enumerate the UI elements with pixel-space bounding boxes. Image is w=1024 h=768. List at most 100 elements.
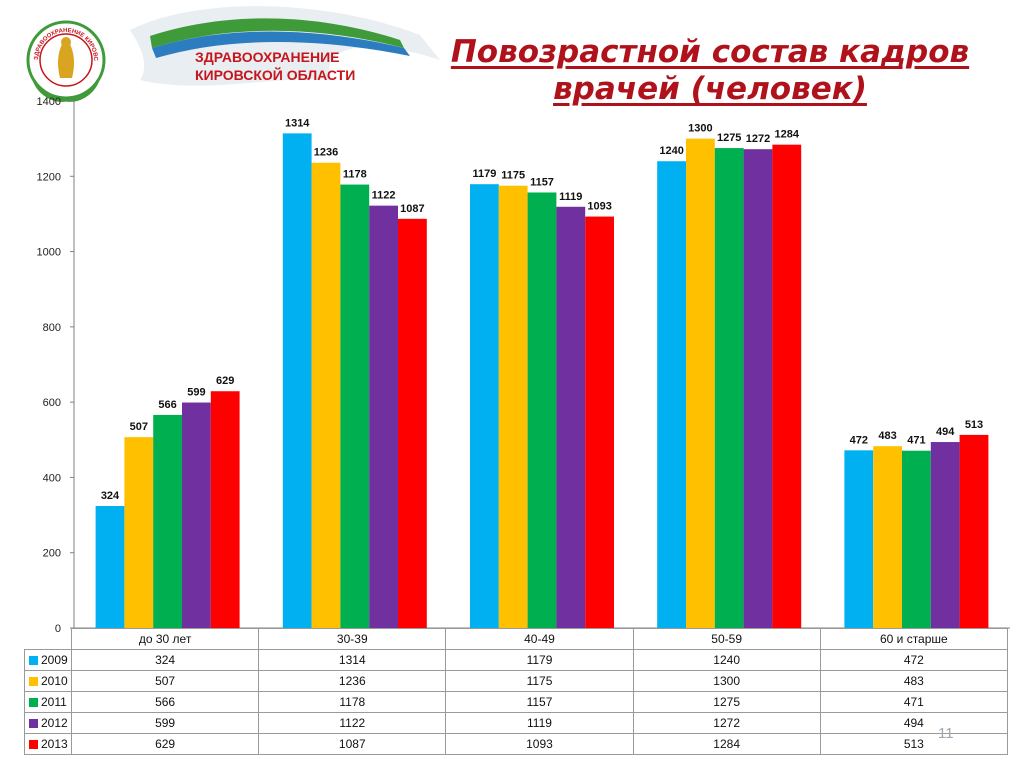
table-cell: 1157	[445, 691, 634, 713]
data-label: 1314	[285, 117, 310, 129]
emblem-figure	[58, 38, 74, 78]
data-label: 324	[101, 490, 120, 502]
table-cell: 1314	[258, 649, 447, 671]
y-tick-label: 800	[43, 322, 61, 334]
table-cell: 483	[819, 670, 1008, 692]
table-cell: 324	[70, 649, 260, 671]
legend-label: 2009	[41, 653, 68, 667]
bar	[772, 144, 802, 628]
emblem-laurel	[32, 79, 100, 102]
slide-title: Повозрастной состав кадров врачей (челов…	[430, 34, 990, 108]
data-label: 629	[216, 375, 234, 387]
data-label: 1178	[343, 169, 367, 181]
y-tick-label: 200	[43, 548, 61, 560]
bar	[686, 138, 715, 628]
slide-number: 11	[938, 725, 954, 742]
table-header-row: до 30 лет 30-39 40-49 50-59 60 и старше	[24, 628, 1008, 650]
category-label: 60 и старше	[819, 628, 1008, 650]
legend-label: 2010	[41, 674, 68, 688]
y-tick-label: 600	[43, 397, 61, 409]
ribbon-blue	[152, 31, 410, 58]
legend-swatch	[29, 719, 38, 728]
bar	[311, 162, 341, 628]
data-label: 1179	[472, 168, 496, 180]
table-cell: 629	[70, 733, 260, 755]
bar	[369, 205, 398, 628]
legend-label: 2011	[41, 695, 67, 709]
data-label: 507	[130, 421, 148, 433]
table-cell: 1175	[445, 670, 634, 692]
category-label: 50-59	[632, 628, 821, 650]
data-label: 1093	[587, 201, 611, 213]
legend-swatch	[29, 740, 38, 749]
data-label: 483	[878, 430, 896, 442]
data-label: 1175	[501, 170, 525, 182]
table-cell: 1275	[632, 691, 821, 713]
table-row: 2010 507 1236 1175 1300 483	[24, 670, 1008, 692]
legend-entry: 2009	[24, 649, 72, 671]
legend-entry: 2010	[24, 670, 72, 692]
data-label: 1119	[559, 191, 582, 203]
table-cell: 507	[70, 670, 260, 692]
data-label: 599	[187, 387, 205, 399]
bar	[959, 434, 989, 628]
table-cell: 1179	[445, 649, 634, 671]
logo: ЗДРАВООХРАНЕНИЕ КИРОВСКОЙ ОБЛАСТИ ЗДРАВО…	[0, 0, 440, 102]
bar	[498, 185, 528, 629]
bar	[153, 414, 182, 628]
table-cell: 1272	[632, 712, 821, 734]
table-cell: 1122	[258, 712, 447, 734]
category-label: до 30 лет	[70, 628, 260, 650]
table-cell: 1284	[632, 733, 821, 755]
y-tick-label: 1200	[37, 171, 61, 183]
table-row: 2011 566 1178 1157 1275 471	[24, 691, 1008, 713]
data-label: 1236	[314, 147, 338, 159]
table-corner	[24, 628, 72, 650]
category-label: 40-49	[445, 628, 634, 650]
bar	[902, 450, 931, 628]
logo-text-line2: КИРОВСКОЙ ОБЛАСТИ	[195, 66, 355, 83]
data-label: 513	[965, 419, 983, 431]
y-tick-label: 1000	[37, 247, 61, 259]
table-cell: 1119	[445, 712, 634, 734]
bar	[182, 402, 211, 628]
ribbon-green	[150, 18, 404, 48]
bar	[95, 506, 125, 628]
legend-swatch	[29, 698, 38, 707]
legend-swatch	[29, 677, 38, 686]
table-cell: 566	[70, 691, 260, 713]
table-cell: 471	[819, 691, 1008, 713]
bar	[282, 133, 312, 628]
y-tick-label: 400	[43, 472, 61, 484]
table-cell: 494	[819, 712, 1008, 734]
bar	[527, 192, 557, 628]
bar	[657, 161, 686, 628]
data-label: 1122	[372, 190, 396, 202]
data-label: 494	[936, 426, 955, 438]
data-table: до 30 лет 30-39 40-49 50-59 60 и старше 2009 3…	[24, 628, 1008, 755]
data-label: 1240	[659, 145, 683, 157]
data-label: 1272	[746, 133, 770, 145]
legend-label: 2013	[41, 737, 68, 751]
data-label: 1300	[688, 123, 712, 135]
data-label: 1087	[400, 203, 424, 215]
bar	[873, 446, 902, 628]
data-label: 566	[158, 399, 176, 411]
data-label: 472	[850, 434, 868, 446]
data-label: 1275	[717, 132, 741, 144]
bar	[714, 148, 744, 628]
table-cell: 1087	[258, 733, 447, 755]
table-cell: 513	[819, 733, 1008, 755]
table-row: 2009 324 1314 1179 1240 472	[24, 649, 1008, 671]
bar	[585, 216, 614, 628]
category-label: 30-39	[258, 628, 447, 650]
bar	[930, 442, 960, 628]
title-line-2: врачей (человек)	[553, 71, 867, 107]
bar	[340, 184, 370, 628]
table-cell: 1093	[445, 733, 634, 755]
legend-entry: 2012	[24, 712, 72, 734]
y-tick-label: 1400	[37, 96, 61, 108]
table-cell: 599	[70, 712, 260, 734]
bar	[210, 391, 240, 628]
table-cell: 1236	[258, 670, 447, 692]
